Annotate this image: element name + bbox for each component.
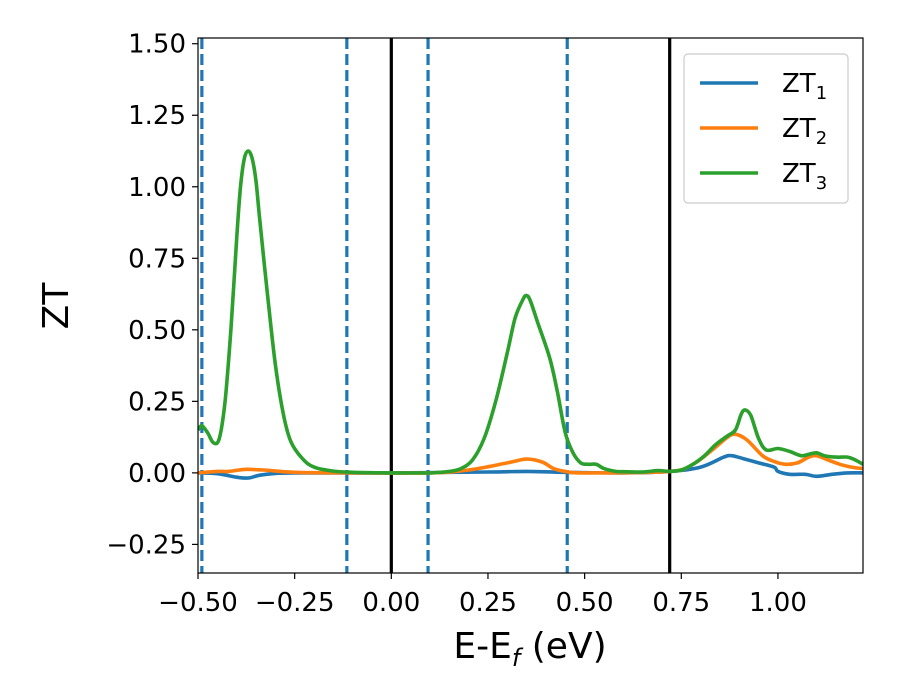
x-axis-label-main: E-E [453, 626, 511, 667]
legend-label-zt2: ZT2 [782, 114, 827, 149]
y-axis: −0.25 0.00 0.25 0.50 0.75 1.00 1.25 1.50 [106, 30, 198, 560]
y-axis-label: ZT [36, 282, 77, 330]
series-layer [198, 149, 863, 480]
x-tick-label: −0.25 [255, 588, 335, 618]
x-tick-label: 0.50 [556, 588, 614, 618]
x-axis: −0.50 −0.25 0.00 0.25 0.50 0.75 1.00 [158, 573, 807, 618]
x-tick-label: 0.75 [652, 588, 710, 618]
x-tick-label: 1.00 [749, 588, 807, 618]
y-tick-label: 0.00 [128, 459, 186, 489]
y-tick-label: 0.25 [128, 387, 186, 417]
reference-lines [200, 38, 672, 573]
x-tick-label: 0.25 [459, 588, 517, 618]
y-tick-label: 1.00 [128, 173, 186, 203]
y-tick-label: 1.50 [128, 30, 186, 60]
y-tick-label: −0.25 [106, 530, 186, 560]
legend-box [683, 53, 849, 204]
x-axis-label-unit: (eV) [520, 626, 606, 667]
legend-label-zt1: ZT1 [782, 69, 827, 104]
plot-frame [197, 37, 864, 574]
series-line-zt3 [198, 149, 863, 475]
x-tick-label: −0.50 [158, 588, 238, 618]
x-tick-label: 0.00 [362, 588, 420, 618]
x-axis-label: E-Ef (eV) [453, 626, 606, 672]
y-tick-label: 0.50 [128, 316, 186, 346]
legend-label-zt3: ZT3 [782, 159, 827, 194]
y-tick-label: 1.25 [128, 101, 186, 131]
y-tick-label: 0.75 [128, 244, 186, 274]
legend: ZT1 ZT2 ZT3 [683, 53, 849, 204]
